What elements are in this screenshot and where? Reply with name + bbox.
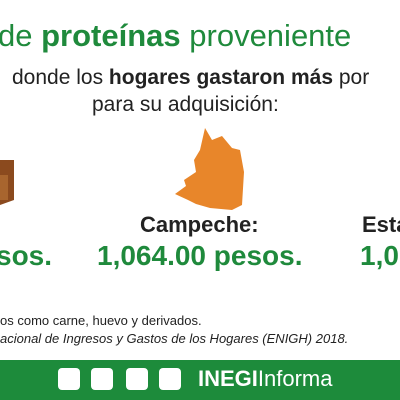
value: sos.: [0, 240, 53, 271]
campeche-shape: [175, 128, 244, 210]
state-name: Campeche:: [140, 212, 259, 237]
footer-bar: INEGIInforma: [0, 360, 400, 400]
subtitle-part: por: [338, 66, 370, 89]
subtitle-line: para su adquisición:: [92, 93, 279, 116]
subtitle-part: donde los: [12, 66, 104, 89]
youtube-icon[interactable]: [159, 368, 181, 390]
footnote: os como carne, huevo y derivados.: [0, 313, 202, 328]
title-part: proveniente: [189, 18, 352, 53]
brand-bold: INEGI: [198, 366, 258, 391]
title-part: de: [0, 18, 33, 53]
brand-part: Informa: [257, 366, 333, 391]
brand: INEGIInforma: [198, 366, 333, 392]
twitter-icon[interactable]: [126, 368, 148, 390]
subtitle-bold: hogares gastaron más: [108, 66, 334, 89]
value: 1,064.00 pesos.: [97, 240, 303, 271]
state-shape: [0, 175, 8, 200]
title-bold: proteínas: [41, 18, 181, 53]
footnote: acional de Ingresos y Gastos de los Hoga…: [0, 331, 349, 346]
subtitle-line: donde los hogares gastaron más por: [12, 66, 369, 90]
value: 1,0: [360, 240, 399, 271]
facebook-icon[interactable]: [58, 368, 80, 390]
shapes: [0, 128, 244, 210]
title: de proteínas proveniente: [0, 18, 351, 54]
state-name: Esta: [362, 212, 400, 237]
instagram-icon[interactable]: [91, 368, 113, 390]
